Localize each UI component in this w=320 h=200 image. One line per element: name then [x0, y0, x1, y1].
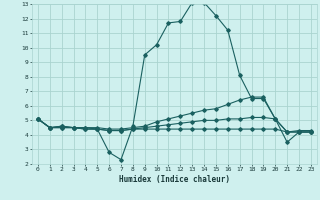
X-axis label: Humidex (Indice chaleur): Humidex (Indice chaleur) [119, 175, 230, 184]
